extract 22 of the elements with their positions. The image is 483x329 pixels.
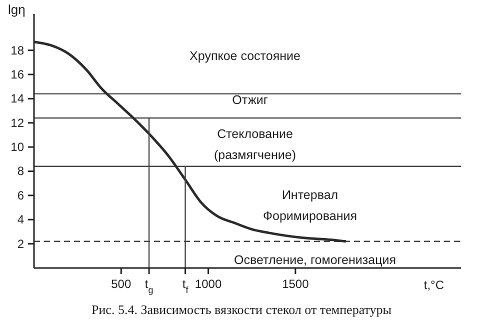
- y-tick-label: 2: [17, 236, 24, 251]
- y-tick-label: 10: [10, 140, 24, 154]
- text: Рис. 5.4. Зависимость вязкости стекол от температуры: [90, 302, 392, 318]
- x-tick-label: 1500: [282, 277, 310, 291]
- x-tick-label: t$_{g}$: [144, 277, 154, 295]
- x-tick-label: 500: [111, 277, 132, 291]
- annotation: Интервал Форимирования: [263, 188, 357, 223]
- annotation: Осветление, гомогенизация: [234, 253, 396, 267]
- y-tick-label: 14: [10, 92, 24, 106]
- x-tick-label: 1000: [194, 277, 222, 291]
- annotation: Стеклование (размягчение): [214, 127, 296, 162]
- x-tick-label: t$_{f}$: [182, 277, 189, 295]
- annotation: Хрупкое состояние: [190, 49, 300, 63]
- annotation: Отжиг: [232, 93, 268, 107]
- y-tick-label: 8: [17, 164, 24, 178]
- y-tick-label: 18: [10, 43, 24, 58]
- y-tick-label: 12: [10, 116, 24, 130]
- y-tick-label: 6: [17, 188, 24, 202]
- y-axis-title: lgη: [8, 2, 26, 17]
- x-axis-title: t,°C: [424, 278, 444, 292]
- y-tick-label: 16: [10, 67, 24, 82]
- y-tick-label: 4: [17, 212, 24, 227]
